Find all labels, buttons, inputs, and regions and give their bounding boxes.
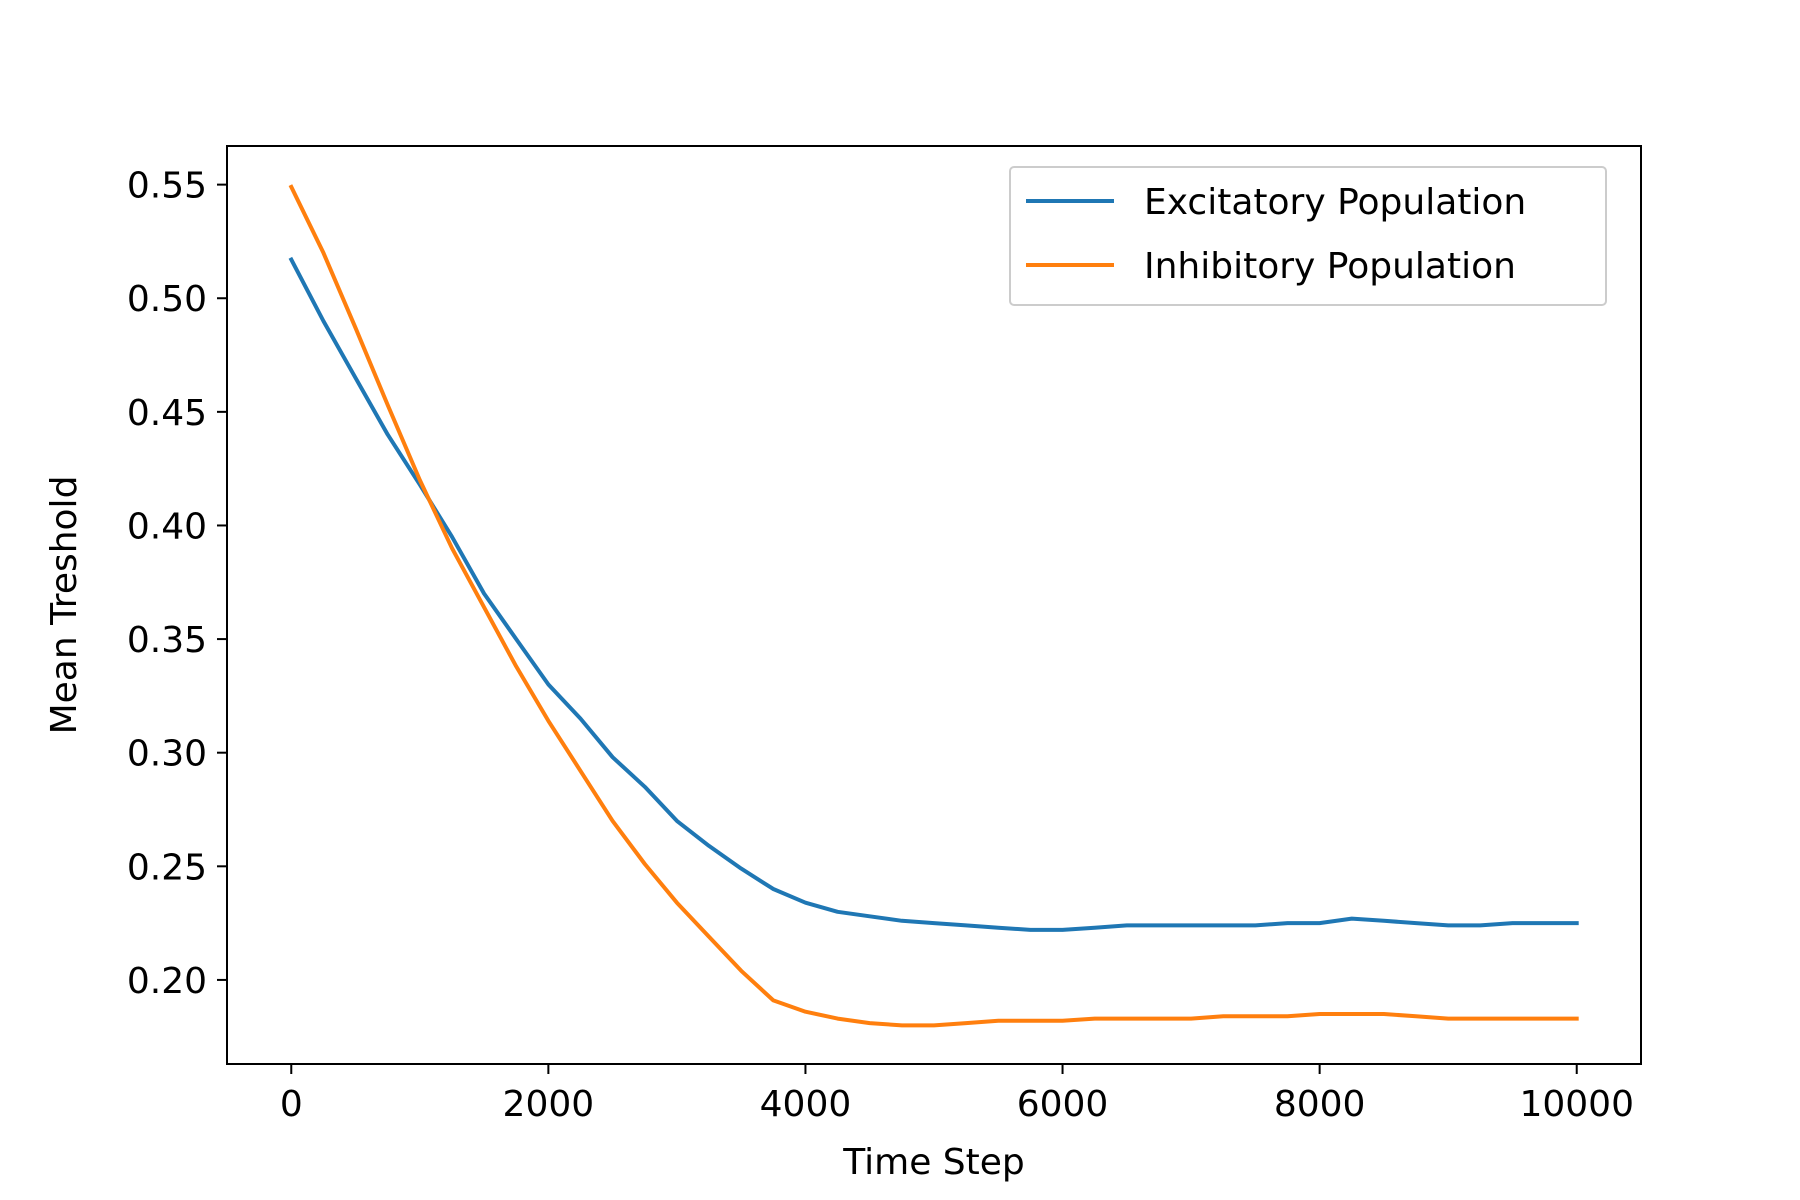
y-tick-label: 0.35 bbox=[127, 620, 207, 661]
x-axis-title: Time Step bbox=[842, 1142, 1025, 1183]
plot-frame bbox=[226, 145, 1642, 1065]
legend: Excitatory Population Inhibitory Populat… bbox=[1009, 166, 1607, 306]
y-axis: 0.20 0.25 0.30 0.35 0.40 0.45 0.50 0.55 bbox=[127, 166, 227, 1002]
x-axis: 0 2000 4000 6000 8000 10000 bbox=[280, 1064, 1634, 1125]
x-tick-label: 4000 bbox=[760, 1084, 852, 1125]
series-layer bbox=[288, 184, 1579, 1028]
x-tick-label: 6000 bbox=[1017, 1084, 1109, 1125]
y-axis-title: Mean Treshold bbox=[44, 476, 85, 735]
series-line-excitatory bbox=[288, 256, 1579, 932]
y-tick-label: 0.40 bbox=[127, 506, 207, 547]
legend-label-excitatory: Excitatory Population bbox=[1144, 182, 1526, 223]
x-tick-label: 10000 bbox=[1519, 1084, 1634, 1125]
legend-box bbox=[1009, 166, 1607, 306]
y-tick-label: 0.30 bbox=[127, 734, 207, 775]
series-line-inhibitory bbox=[288, 184, 1579, 1028]
y-tick-label: 0.25 bbox=[127, 847, 207, 888]
x-tick-label: 8000 bbox=[1274, 1084, 1366, 1125]
y-tick-label: 0.45 bbox=[127, 393, 207, 434]
y-tick-label: 0.20 bbox=[127, 961, 207, 1002]
y-tick-label: 0.50 bbox=[127, 279, 207, 320]
y-tick-label: 0.55 bbox=[127, 166, 207, 207]
x-tick-label: 2000 bbox=[503, 1084, 595, 1125]
legend-label-inhibitory: Inhibitory Population bbox=[1144, 246, 1516, 287]
x-tick-label: 0 bbox=[280, 1084, 303, 1125]
